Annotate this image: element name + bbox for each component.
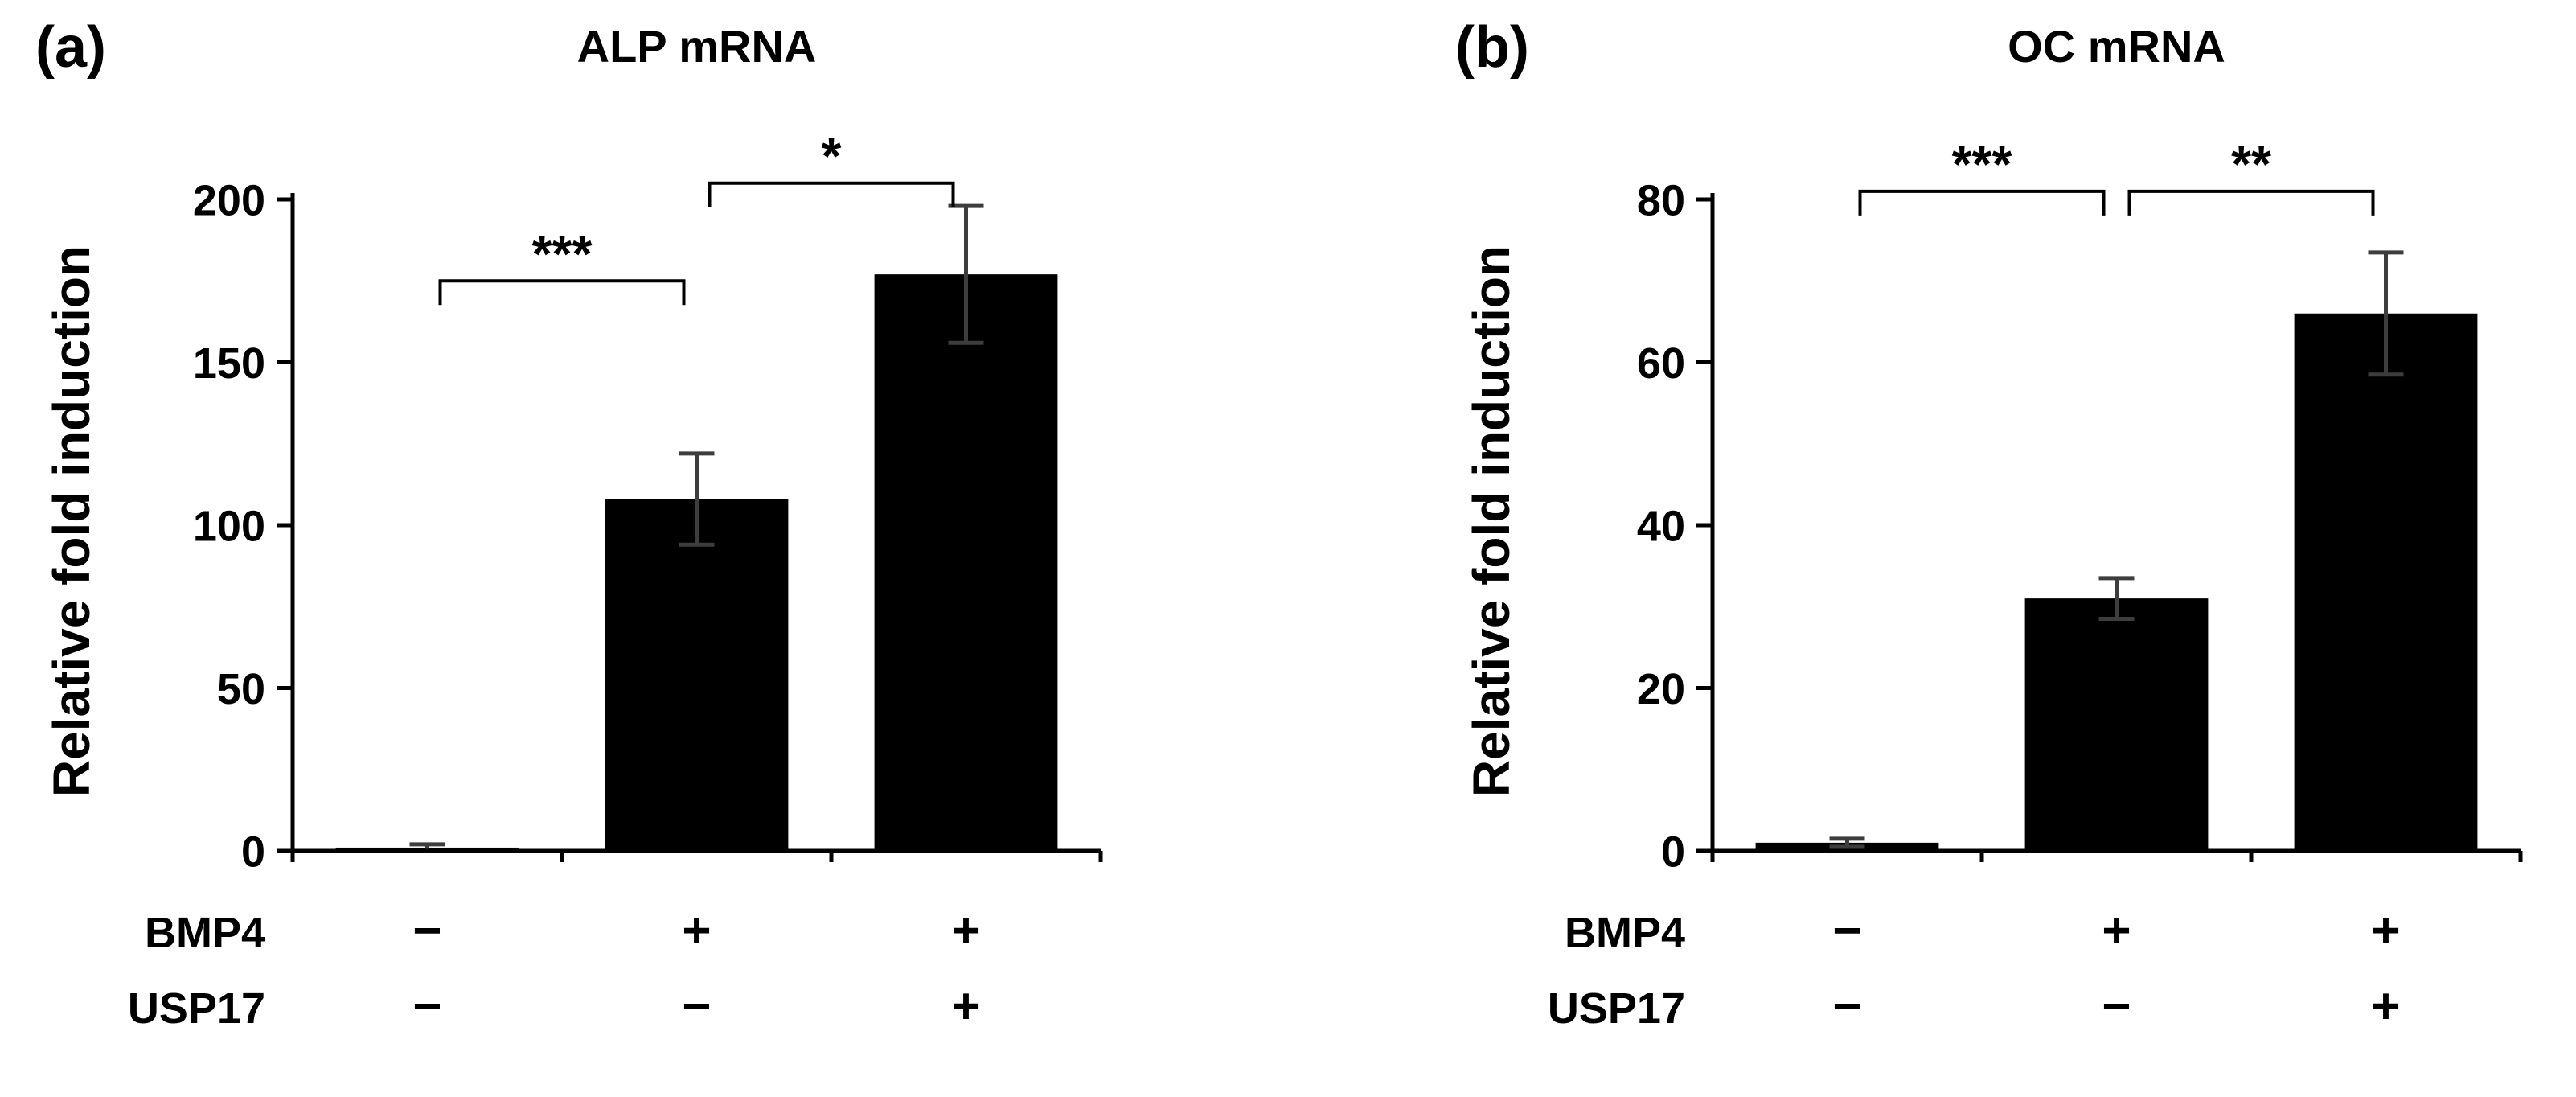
panel-a-chart-title: ALP mRNA — [576, 21, 817, 72]
panel-b-chart-title: OC mRNA — [2008, 21, 2225, 72]
significance-label: *** — [1952, 135, 2012, 193]
condition-sign: − — [1832, 979, 1861, 1034]
y-tick-label: 40 — [1637, 502, 1685, 550]
y-tick-label: 0 — [1661, 828, 1685, 876]
y-tick-label: 50 — [217, 665, 265, 713]
condition-sign: − — [412, 903, 441, 959]
condition-sign: + — [2371, 903, 2400, 959]
y-tick-label: 60 — [1637, 339, 1685, 388]
y-tick-label: 20 — [1637, 665, 1685, 713]
y-tick-label: 80 — [1637, 176, 1685, 224]
condition-row-label: USP17 — [128, 984, 265, 1033]
panel-b-y-axis-label-text: Relative fold induction — [1462, 244, 1520, 798]
y-tick-label: 0 — [241, 828, 265, 876]
bar — [2024, 598, 2209, 851]
condition-sign: − — [2102, 979, 2131, 1034]
significance-bracket — [438, 279, 686, 306]
y-tick-label: 200 — [193, 176, 265, 224]
panel-b: (b) OC mRNA Relative fold induction 0 20 4… — [1455, 14, 2541, 1052]
panel-a-y-axis-label-text: Relative fold induction — [43, 244, 100, 798]
condition-sign: + — [951, 903, 980, 959]
panel-a-y-axis-label: Relative fold induction — [35, 79, 108, 1052]
figure: (a) ALP mRNA Relative fold induction 0 50… — [35, 14, 2541, 1052]
condition-row-label: BMP4 — [1565, 909, 1685, 957]
condition-sign: + — [682, 903, 711, 959]
condition-sign: − — [1832, 903, 1861, 959]
y-tick-label: 100 — [193, 502, 265, 550]
condition-sign: − — [412, 979, 441, 1034]
significance-label: * — [822, 127, 842, 185]
condition-sign: − — [682, 979, 711, 1034]
significance-label: ** — [2231, 135, 2271, 193]
significance-label: *** — [532, 224, 593, 282]
significance-bracket — [1858, 189, 2106, 216]
condition-sign: + — [2371, 979, 2400, 1034]
y-tick-label: 150 — [193, 339, 265, 388]
condition-row-label: USP17 — [1548, 984, 1685, 1033]
panel-a-chart-body: Relative fold induction 0 50 100 150 200 *** *… — [35, 79, 1121, 1052]
panel-b-chart-body: Relative fold induction 0 20 40 60 80 *** ** BM… — [1455, 79, 2541, 1052]
panel-b-label: (b) — [1455, 15, 1529, 80]
significance-bracket — [708, 181, 955, 207]
significance-bracket — [2127, 189, 2375, 216]
panel-a: (a) ALP mRNA Relative fold induction 0 50… — [35, 14, 1121, 1052]
condition-row-label: BMP4 — [145, 909, 265, 957]
bar — [2294, 313, 2478, 851]
bar — [605, 499, 789, 851]
panel-a-label: (a) — [35, 15, 106, 80]
bar — [874, 274, 1058, 851]
panel-b-y-axis-label: Relative fold induction — [1455, 79, 1528, 1052]
condition-sign: + — [951, 979, 980, 1034]
condition-sign: + — [2102, 903, 2131, 959]
